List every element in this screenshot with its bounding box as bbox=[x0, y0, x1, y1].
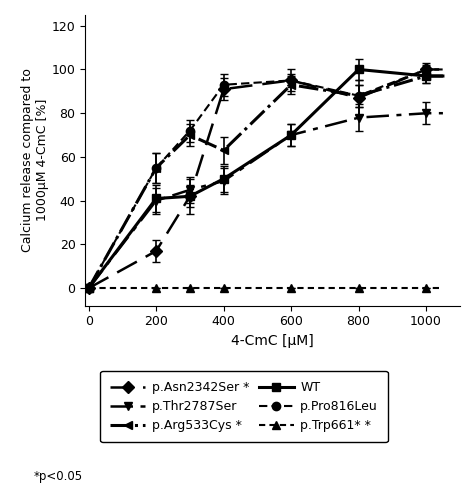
Y-axis label: Calcium release compared to
1000μM 4-CmC [%]: Calcium release compared to 1000μM 4-CmC… bbox=[21, 69, 49, 252]
Legend: p.Asn2342Ser *, p.Thr2787Ser, p.Arg533Cys *, WT, p.Pro816Leu, p.Trp661* *: p.Asn2342Ser *, p.Thr2787Ser, p.Arg533Cy… bbox=[100, 371, 388, 443]
Text: *p<0.05: *p<0.05 bbox=[33, 470, 82, 483]
X-axis label: 4-CmC [μM]: 4-CmC [μM] bbox=[231, 334, 314, 348]
